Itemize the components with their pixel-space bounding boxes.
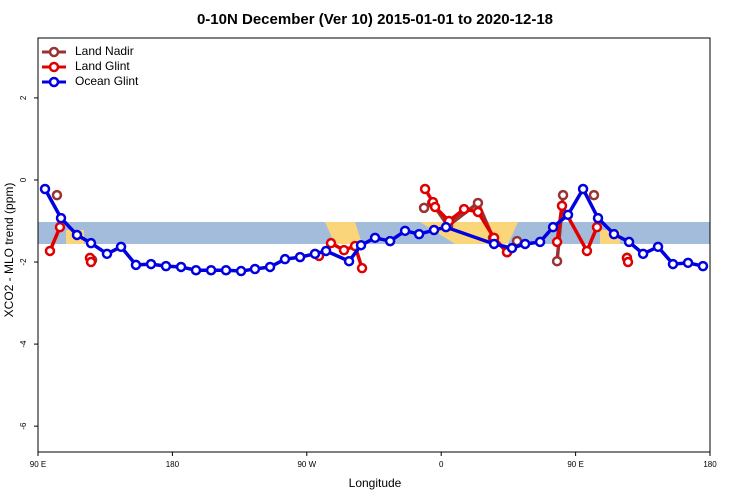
chart-title: 0-10N December (Ver 10) 2015-01-01 to 20… [197, 11, 553, 28]
point [428, 224, 440, 236]
y-tick-label: 2 [19, 95, 28, 100]
point [325, 237, 337, 249]
point [588, 189, 600, 201]
point [608, 228, 620, 240]
point [413, 228, 425, 240]
legend-label: Land Glint [75, 59, 130, 73]
point [44, 245, 56, 257]
y-tick-label: -6 [19, 422, 28, 430]
point [551, 236, 563, 248]
point [519, 238, 531, 250]
x-tick-label: 0 [439, 460, 444, 469]
point [85, 256, 97, 268]
point [55, 212, 67, 224]
x-tick-label: 90 W [297, 460, 316, 469]
y-tick-label: -2 [19, 258, 28, 266]
point [557, 189, 569, 201]
legend-marker [48, 46, 60, 58]
y-tick-label: -4 [19, 340, 28, 348]
point [101, 248, 113, 260]
y-axis-label: XCO2 - MLO trend (ppm) [2, 183, 16, 318]
point [51, 189, 63, 201]
point [130, 259, 142, 271]
point [355, 239, 367, 251]
point [419, 183, 431, 195]
point [205, 264, 217, 276]
x-axis-label: Longitude [349, 476, 402, 490]
point [637, 248, 649, 260]
point [581, 245, 593, 257]
point [472, 197, 484, 209]
x-tick-label: 90 E [567, 460, 583, 469]
point [577, 183, 589, 195]
point [697, 260, 709, 272]
legend-marker [48, 61, 60, 73]
point [369, 232, 381, 244]
point [592, 212, 604, 224]
point [682, 257, 694, 269]
legend-label: Ocean Glint [75, 74, 139, 88]
point [547, 221, 559, 233]
point [591, 221, 603, 233]
point [343, 255, 355, 267]
point [338, 244, 350, 256]
point [309, 248, 321, 260]
legend-label: Land Nadir [75, 44, 134, 58]
point [39, 183, 51, 195]
x-tick-label: 180 [703, 460, 717, 469]
point [320, 245, 332, 257]
point [458, 203, 470, 215]
point [506, 242, 518, 254]
point [54, 221, 66, 233]
point [623, 236, 635, 248]
point [279, 253, 291, 265]
point [71, 229, 83, 241]
point [249, 263, 261, 275]
point [160, 260, 172, 272]
y-tick-label: 0 [19, 177, 28, 182]
point [264, 261, 276, 273]
point [190, 264, 202, 276]
point [440, 221, 452, 233]
point [220, 264, 232, 276]
point [235, 265, 247, 277]
point [429, 201, 441, 213]
point [488, 238, 500, 250]
point [562, 209, 574, 221]
point [399, 225, 411, 237]
x-tick-label: 180 [166, 460, 180, 469]
point [145, 258, 157, 270]
point [418, 202, 430, 214]
point [85, 237, 97, 249]
point [175, 261, 187, 273]
point [667, 258, 679, 270]
point [551, 255, 563, 267]
point [652, 241, 664, 253]
plot-frame [37, 37, 711, 453]
point [622, 256, 634, 268]
point [294, 251, 306, 263]
point [115, 241, 127, 253]
point [472, 206, 484, 218]
point [384, 235, 396, 247]
legend-marker [48, 76, 60, 88]
point [356, 262, 368, 274]
x-tick-label: 90 E [30, 460, 46, 469]
point [534, 236, 546, 248]
point [556, 200, 568, 212]
